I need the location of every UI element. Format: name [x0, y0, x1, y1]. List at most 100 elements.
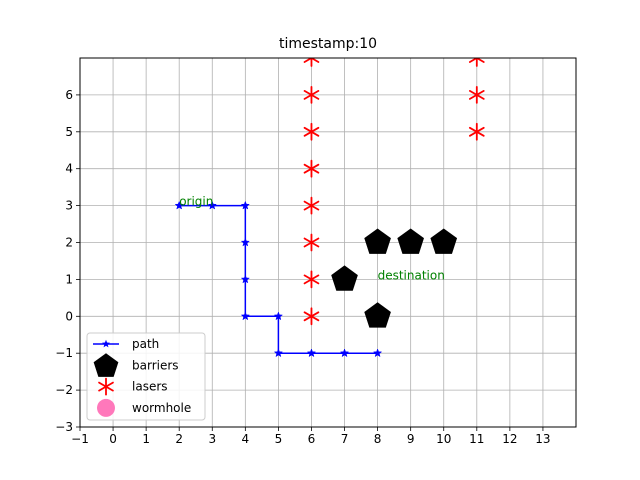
laser-spoke — [475, 130, 485, 137]
barrier-marker — [364, 302, 391, 328]
x-tick-label: 8 — [374, 432, 382, 446]
legend-box — [86, 332, 206, 421]
laser-marker — [303, 270, 320, 289]
laser-spoke — [309, 58, 313, 59]
laser-spoke — [98, 385, 107, 392]
legend-wormhole-marker — [97, 398, 115, 417]
laser-spoke — [468, 58, 478, 63]
laser-spoke — [475, 90, 485, 96]
laser-spoke — [105, 381, 114, 388]
barrier-marker — [397, 228, 424, 254]
laser-spoke — [310, 130, 320, 137]
path-point — [372, 348, 383, 358]
laser-spoke — [468, 90, 478, 96]
laser-spoke — [303, 58, 313, 63]
laser-marker — [303, 86, 320, 104]
laser-spoke — [303, 278, 313, 285]
y-tick-label: −1 — [55, 346, 73, 360]
path-point — [207, 200, 217, 210]
laser-spoke — [310, 94, 320, 100]
laser-spoke — [303, 126, 313, 133]
chart-title: timestamp:10 — [279, 36, 377, 52]
path-point — [240, 237, 250, 247]
y-tick-label: 0 — [65, 309, 73, 323]
annotation-label: destination — [378, 268, 445, 282]
laser-spoke — [310, 278, 320, 285]
laser-spoke — [310, 204, 320, 211]
x-tick-label: 7 — [341, 432, 349, 446]
laser-spoke — [468, 126, 478, 133]
x-tick-label: 11 — [469, 432, 484, 446]
laser-spoke — [310, 163, 320, 170]
laser-spoke — [474, 58, 478, 59]
y-tick-label: 1 — [65, 272, 73, 286]
y-tick-label: 5 — [65, 125, 73, 139]
laser-spoke — [310, 315, 320, 322]
laser-marker — [468, 58, 485, 67]
path-point — [273, 348, 284, 358]
legend-label: lasers — [132, 380, 168, 394]
laser-spoke — [475, 94, 485, 100]
laser-spoke — [303, 90, 313, 96]
laser-marker — [303, 233, 320, 252]
laser-spoke — [310, 274, 320, 281]
x-tick-label: 0 — [109, 432, 117, 446]
laser-spoke — [475, 126, 485, 133]
legend-path-marker — [102, 339, 110, 348]
laser-spoke — [310, 126, 320, 133]
x-tick-label: 3 — [208, 432, 216, 446]
laser-spoke — [310, 200, 320, 207]
laser-spoke — [310, 58, 314, 59]
x-tick-label: −1 — [71, 432, 89, 446]
y-tick-label: 4 — [65, 162, 73, 176]
legend-barrier-marker — [93, 353, 119, 377]
laser-spoke — [475, 58, 485, 63]
laser-spoke — [303, 241, 313, 248]
laser-marker — [303, 122, 320, 141]
laser-spoke — [303, 315, 313, 322]
laser-spoke — [310, 311, 320, 318]
barrier-marker — [364, 228, 391, 254]
laser-spoke — [475, 58, 479, 59]
x-tick-label: 2 — [175, 432, 183, 446]
laser-marker — [303, 307, 320, 326]
laser-spoke — [303, 311, 313, 318]
barrier-marker — [430, 228, 458, 254]
laser-spoke — [468, 130, 478, 137]
y-tick-label: 2 — [65, 236, 73, 250]
y-tick-label: 6 — [65, 88, 73, 102]
laser-spoke — [310, 241, 320, 248]
laser-marker — [303, 58, 320, 67]
y-tick-label: −3 — [55, 420, 73, 434]
x-tick-label: 1 — [142, 432, 150, 446]
barrier-marker — [331, 265, 358, 291]
legend-laser-marker — [98, 377, 114, 396]
laser-spoke — [303, 167, 313, 174]
x-tick-label: 10 — [436, 432, 451, 446]
laser-spoke — [310, 167, 320, 174]
x-tick-label: 12 — [502, 432, 517, 446]
legend: path barriers lasers wormhole — [86, 332, 206, 421]
legend-label: path — [132, 337, 159, 351]
laser-spoke — [468, 94, 478, 100]
annotation-label: origin — [179, 195, 213, 209]
laser-spoke — [303, 237, 313, 244]
laser-spoke — [303, 200, 313, 207]
laser-marker — [468, 122, 485, 141]
laser-spoke — [98, 381, 107, 388]
y-tick-label: −2 — [55, 383, 73, 397]
laser-spoke — [303, 204, 313, 211]
laser-spoke — [105, 385, 114, 392]
laser-marker — [303, 159, 320, 178]
path-point — [273, 311, 284, 321]
laser-spoke — [303, 94, 313, 100]
x-tick-label: 9 — [407, 432, 415, 446]
legend-label: barriers — [132, 358, 179, 372]
laser-marker — [303, 196, 320, 215]
x-tick-label: 13 — [535, 432, 550, 446]
laser-spoke — [310, 237, 320, 244]
x-tick-label: 6 — [308, 432, 316, 446]
path-point — [174, 200, 184, 210]
